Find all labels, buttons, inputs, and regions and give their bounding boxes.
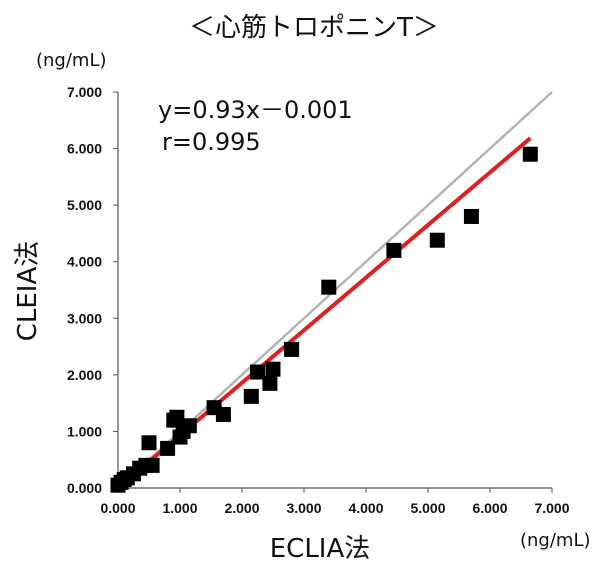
chart-title: ＜心筋トロポニンT＞ [189,13,439,43]
y-tick-label: 7.000 [67,84,102,100]
x-axis-title: ECLIA法 [270,534,371,562]
tick-labels: 0.000 1.000 2.000 3.000 4.000 5.000 6.000 7.000… [67,84,570,516]
x-tick-label: 1.000 [162,500,197,516]
y-tick-label: 0.000 [67,480,102,496]
data-point [144,457,160,473]
x-tick-label: 3.000 [286,500,321,516]
x-tick-label: 7.000 [534,500,569,516]
y-axis-unit: (ng/mL) [36,50,107,71]
data-point [169,409,185,425]
data-point [463,208,479,224]
y-tick-label: 2.000 [67,367,102,383]
y-tick-label: 4.000 [67,254,102,270]
data-point [215,406,231,422]
data-point [321,279,337,295]
x-tick-label: 5.000 [410,500,445,516]
axes [113,91,553,493]
data-point [262,375,278,391]
data-point [429,232,445,248]
y-axis-title: CLEIA法 [13,241,43,342]
y-tick-label: 3.000 [67,310,102,326]
y-tick-label: 5.000 [67,197,102,213]
x-tick-label: 0.000 [100,500,135,516]
x-axis-unit: (ng/mL) [520,530,591,551]
data-point [160,440,176,456]
data-point [284,341,300,357]
y-tick-label: 6.000 [67,141,102,157]
regression-equation: y=0.93x－0.001 [158,96,353,124]
data-point [522,146,538,162]
x-tick-label: 6.000 [472,500,507,516]
data-point [386,242,402,258]
data-points [110,146,538,493]
data-point [250,364,265,380]
x-tick-label: 4.000 [348,500,383,516]
data-point [181,418,197,434]
x-tick-label: 2.000 [224,500,259,516]
correlation-coefficient: r=0.995 [162,128,261,156]
y-tick-label: 1.000 [67,423,102,439]
data-point [141,435,157,451]
data-point [243,388,259,404]
data-point [265,361,281,377]
